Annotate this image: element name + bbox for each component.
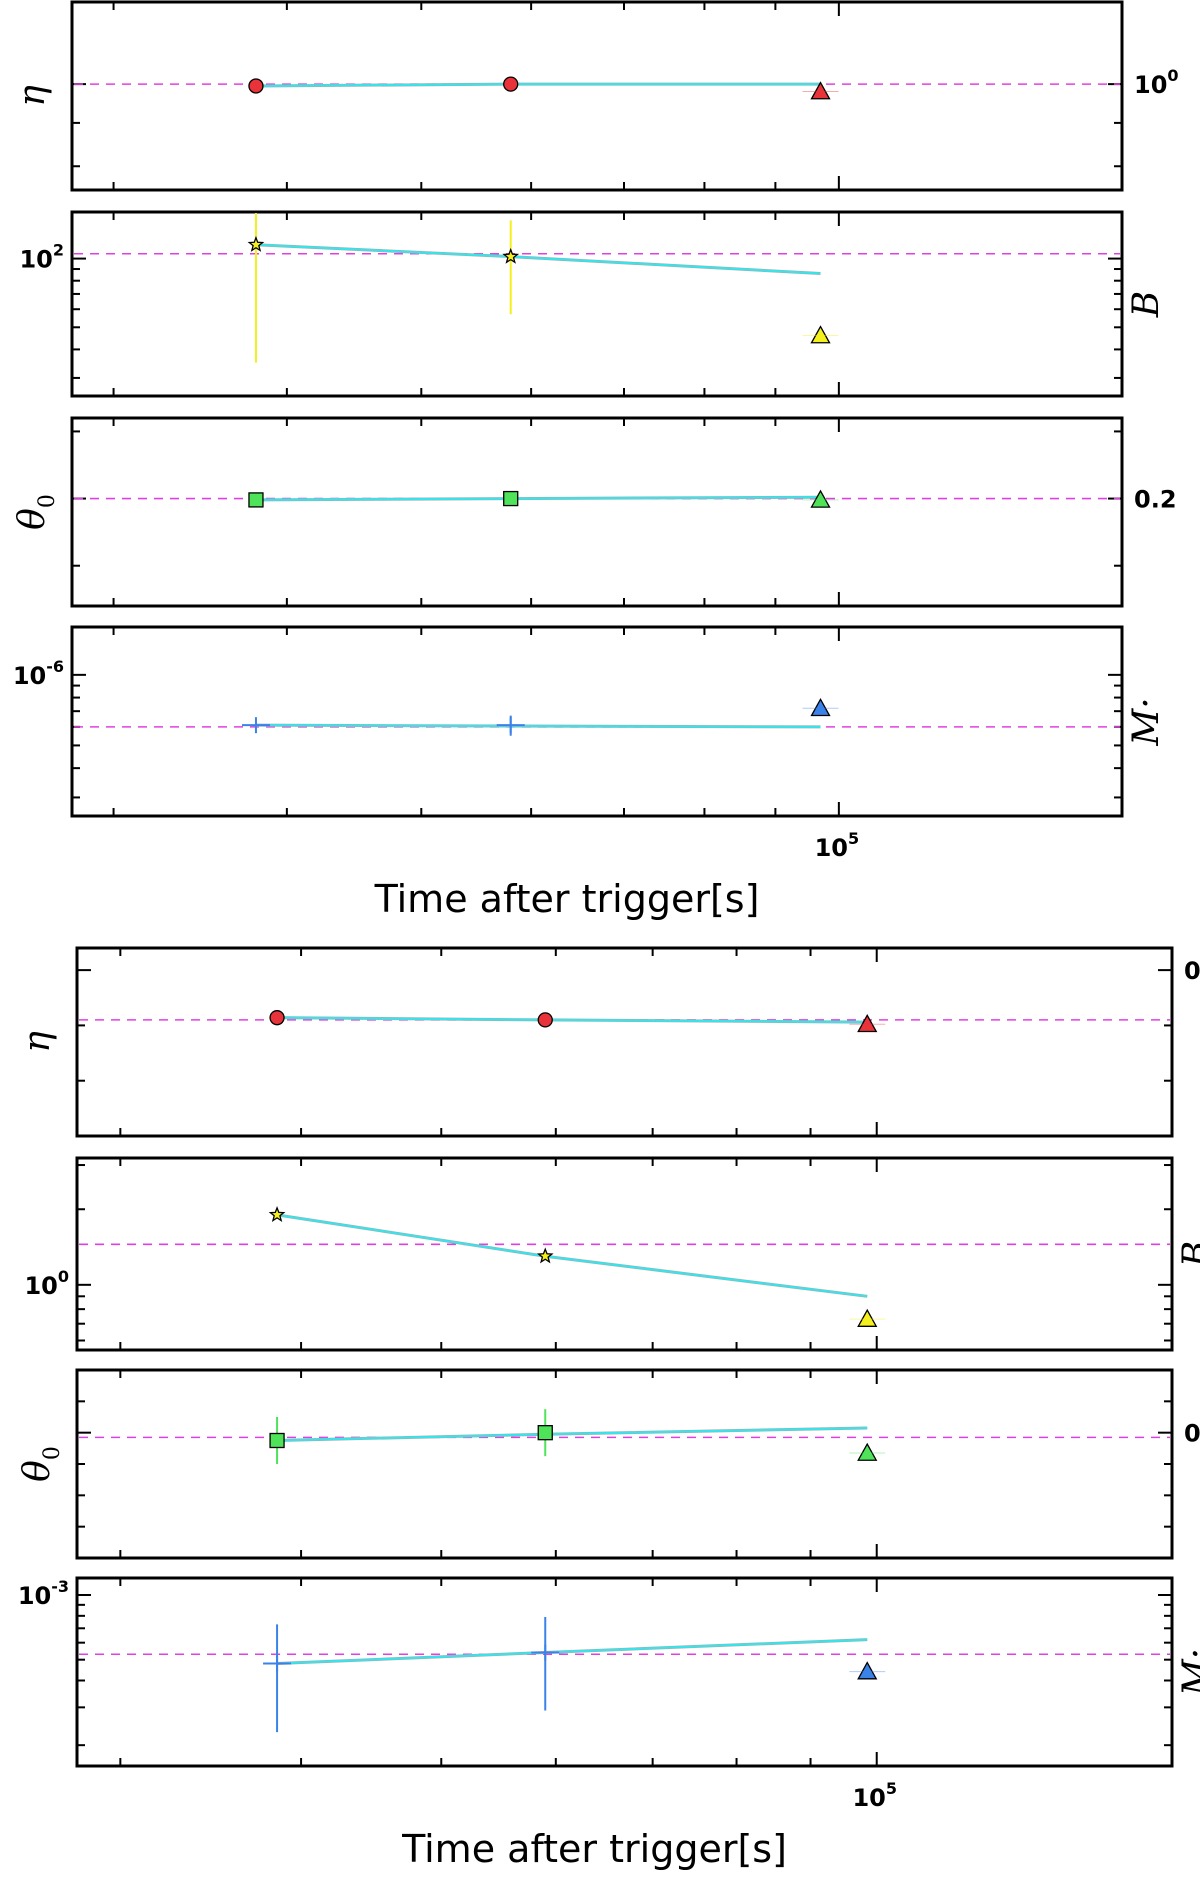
data-point xyxy=(857,1013,878,1033)
data-point xyxy=(810,325,831,344)
data-point xyxy=(247,235,265,252)
panel-frame xyxy=(75,1156,1174,1352)
y-axis-label-B: B xyxy=(1176,1241,1200,1268)
data-point xyxy=(268,1206,286,1222)
data-point xyxy=(503,490,519,507)
data-point xyxy=(269,1432,285,1449)
x-tick-label: 105 xyxy=(852,1779,897,1812)
panel-frame xyxy=(75,1368,1174,1560)
fit-line-shadow xyxy=(276,1213,868,1298)
panel-B: 102 B xyxy=(19,210,1167,398)
panel-frame xyxy=(75,1576,1174,1768)
data-point xyxy=(248,78,264,94)
y-axis-label-B: B xyxy=(1126,291,1167,318)
y-axis-label-theta0: θ0 xyxy=(17,1446,65,1482)
fit-line xyxy=(255,83,821,87)
y-tick-label: 102 xyxy=(19,241,64,274)
y-axis-label-eta: η xyxy=(17,1031,58,1053)
panel-frame xyxy=(70,416,1124,608)
fit-line xyxy=(277,1426,868,1442)
x-axis-label: Time after trigger[s] xyxy=(401,1827,787,1871)
panel-theta0: 0.2 θ0 xyxy=(12,416,1177,608)
data-point xyxy=(810,81,831,100)
panel-frame xyxy=(75,946,1174,1138)
x-tick-label: 105 xyxy=(815,829,860,862)
y-tick-label: 0.2 xyxy=(1134,486,1177,514)
data-point xyxy=(857,1661,878,1680)
data-point xyxy=(857,1308,878,1327)
y-axis-label-Mdot: M· xyxy=(1126,697,1167,746)
y-tick-label: 10-3 xyxy=(18,1577,69,1610)
panel-eta: 0.4 η xyxy=(17,946,1200,1138)
chart-group-top: 100 η 102 B 0.2 θ0 10-6 M· 105 Time after trigger… xyxy=(12,0,1179,921)
y-tick-label: 0.5 xyxy=(1184,1420,1200,1448)
data-point xyxy=(810,697,831,717)
x-axis-label: Time after trigger[s] xyxy=(374,877,760,921)
y-tick-label: 0.4 xyxy=(1184,957,1200,985)
y-tick-label: 10-6 xyxy=(13,657,64,690)
data-point xyxy=(857,1442,878,1461)
data-point xyxy=(503,76,519,92)
y-axis-label-Mdot: M· xyxy=(1176,1648,1200,1697)
data-point xyxy=(536,1247,554,1264)
panel-Mdot: 10-6 M· 105 xyxy=(13,625,1167,862)
panel-eta: 100 η xyxy=(12,0,1179,192)
panel-frame xyxy=(70,0,1124,192)
data-point xyxy=(269,1010,285,1026)
panel-B: 100 B xyxy=(24,1156,1200,1352)
data-point xyxy=(537,1012,553,1028)
y-axis-label-eta: η xyxy=(12,85,53,107)
y-axis-label-theta0: θ0 xyxy=(12,494,60,530)
data-point xyxy=(810,489,831,508)
data-point xyxy=(502,247,520,264)
panel-frame xyxy=(70,625,1124,818)
panel-frame xyxy=(70,210,1124,398)
data-point xyxy=(248,492,264,508)
panel-theta0: 0.5 θ0 xyxy=(17,1368,1200,1560)
data-point xyxy=(537,1425,553,1441)
chart-group-bottom: 0.4 η 100 B 0.5 θ0 10-3 M· 105 Time after trigger… xyxy=(17,946,1200,1871)
fit-line xyxy=(277,1638,868,1665)
panel-Mdot: 10-3 M· 105 xyxy=(18,1576,1200,1812)
y-tick-label: 100 xyxy=(24,1267,69,1300)
y-tick-label: 100 xyxy=(1134,66,1179,99)
